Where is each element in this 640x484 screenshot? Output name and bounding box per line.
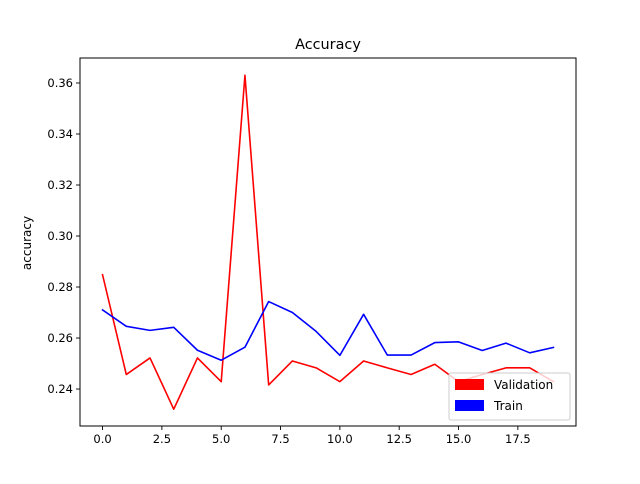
legend-swatch-train bbox=[455, 400, 484, 411]
y-tick-label: 0.24 bbox=[47, 382, 73, 396]
y-tick-label: 0.30 bbox=[47, 229, 73, 243]
y-tick-label: 0.28 bbox=[47, 280, 73, 294]
series-line-train bbox=[101, 300, 555, 362]
x-tick-label: 15.0 bbox=[446, 432, 472, 446]
chart-title: Accuracy bbox=[295, 37, 361, 53]
legend-label-train: Train bbox=[493, 399, 523, 413]
y-tick-label: 0.36 bbox=[47, 76, 73, 90]
y-axis-label: accuracy bbox=[20, 216, 34, 270]
legend: Validation Train bbox=[448, 372, 571, 421]
x-axis-ticks: 0.0 2.5 5.0 7.5 10.0 12.5 15.0 17.5 bbox=[93, 426, 531, 446]
y-tick-label: 0.26 bbox=[47, 331, 73, 345]
x-tick-label: 2.5 bbox=[153, 432, 171, 446]
y-axis-ticks: 0.24 0.26 0.28 0.30 0.32 0.34 0.36 bbox=[47, 76, 80, 396]
plot-frame bbox=[79, 57, 577, 427]
x-tick-label: 5.0 bbox=[212, 432, 230, 446]
legend-label-validation: Validation bbox=[494, 378, 553, 392]
y-tick-label: 0.34 bbox=[47, 127, 73, 141]
x-tick-label: 0.0 bbox=[93, 432, 111, 446]
x-tick-label: 17.5 bbox=[505, 432, 531, 446]
x-tick-label: 7.5 bbox=[271, 432, 289, 446]
x-tick-label: 10.0 bbox=[327, 432, 353, 446]
x-tick-label: 12.5 bbox=[386, 432, 412, 446]
legend-swatch-validation bbox=[455, 379, 484, 390]
y-tick-label: 0.32 bbox=[47, 178, 73, 192]
